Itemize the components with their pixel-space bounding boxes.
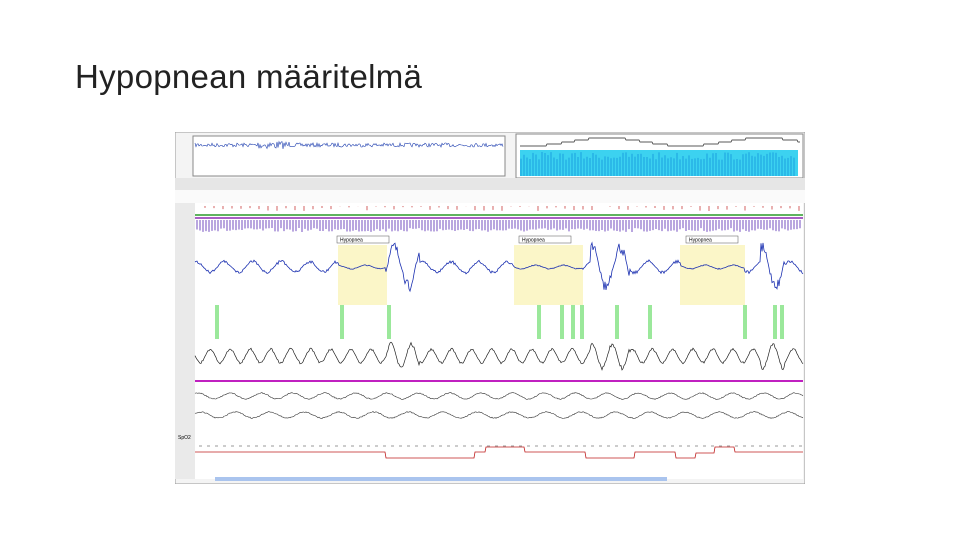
event-bar xyxy=(580,305,584,339)
toolbar xyxy=(175,178,805,190)
event-bar xyxy=(615,305,619,339)
trace xyxy=(194,341,804,371)
event-bar xyxy=(215,305,219,339)
slide-title: Hypopnean määritelmä xyxy=(75,58,423,95)
event-highlight xyxy=(514,245,583,305)
trace xyxy=(194,392,804,400)
screenshot: Hypopnea Hypopnea Hypopnea SpO2 xyxy=(175,132,805,484)
event-bar xyxy=(648,305,652,339)
event-bar xyxy=(560,305,564,339)
overview-panel xyxy=(192,135,506,177)
trace xyxy=(194,140,504,150)
event-bar xyxy=(340,305,344,339)
event-bar xyxy=(387,305,391,339)
time-bar xyxy=(175,190,805,203)
channel-label: SpO2 xyxy=(178,435,191,441)
event-label: Hypopnea xyxy=(689,238,712,244)
event-bar xyxy=(780,305,784,339)
event-label: Hypopnea xyxy=(522,238,545,244)
event-highlight xyxy=(680,245,745,305)
event-bar xyxy=(571,305,575,339)
event-label-box xyxy=(336,235,390,244)
scrollbar xyxy=(215,477,667,481)
event-highlight xyxy=(338,245,387,305)
event-bar xyxy=(743,305,747,339)
event-bar xyxy=(537,305,541,339)
event-label-box xyxy=(518,235,572,244)
trace xyxy=(194,241,804,293)
channel-labels xyxy=(175,203,195,479)
trace xyxy=(194,411,804,419)
event-label-box xyxy=(685,235,739,244)
trace xyxy=(520,137,800,147)
trace xyxy=(195,446,803,459)
event-bar xyxy=(773,305,777,339)
event-label: Hypopnea xyxy=(340,238,363,244)
signal-area xyxy=(195,203,803,479)
